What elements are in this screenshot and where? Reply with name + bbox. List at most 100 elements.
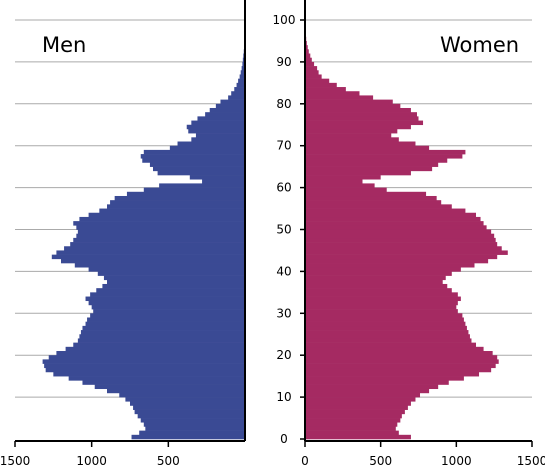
tick-labels: 1500 1000 500 0 500 1000 1500 0 10 20 30 40 50 60 70 80… (0, 13, 545, 468)
women-bar-age-1 (305, 430, 399, 436)
women-bar-age-24 (305, 334, 470, 339)
women-bar-age-62 (305, 175, 381, 180)
women-bar-age-12 (305, 384, 439, 390)
women-bar-age-48 (305, 233, 495, 239)
women-bar-age-14 (305, 376, 464, 381)
men-bar-age-6 (134, 409, 245, 415)
women-bar-age-71 (305, 137, 399, 142)
men-bar-age-5 (137, 413, 245, 419)
women-bar-age-81 (305, 95, 374, 100)
men-bar-age-10 (119, 392, 245, 398)
women-bar-age-90 (305, 57, 312, 63)
women-bars (305, 15, 508, 440)
women-bar-age-44 (305, 250, 508, 255)
women-bar-age-51 (305, 221, 484, 226)
men-bar-age-64 (153, 166, 245, 172)
x-tick-label-women-500: 500 (369, 454, 392, 468)
men-bar-age-55 (107, 204, 245, 209)
men-bar-age-52 (79, 216, 246, 222)
women-bar-age-84 (305, 82, 337, 88)
women-bar-age-11 (305, 388, 430, 394)
age-tick-label-70: 70 (276, 139, 291, 153)
men-bar-age-46 (70, 242, 245, 247)
men-bar-age-32 (88, 300, 245, 306)
men-bars (42, 15, 246, 440)
women-bar-age-37 (305, 279, 443, 285)
men-bar-age-71 (191, 137, 245, 142)
men-bar-age-43 (51, 254, 245, 260)
women-bar-age-28 (305, 317, 464, 322)
men-bar-age-18 (42, 359, 245, 364)
women-bar-age-4 (305, 418, 401, 423)
x-tick-label-women-0: 0 (301, 454, 309, 468)
women-bar-age-7 (305, 405, 408, 410)
men-bar-age-40 (88, 267, 245, 272)
women-bar-age-88 (305, 66, 318, 71)
men-bar-age-21 (65, 346, 245, 352)
men-bar-age-19 (48, 355, 245, 360)
women-bar-age-92 (305, 49, 309, 54)
women-bar-age-75 (305, 120, 424, 126)
women-bar-age-21 (305, 346, 484, 352)
men-bar-age-8 (130, 401, 245, 406)
women-bar-age-49 (305, 229, 492, 234)
men-bar-age-56 (110, 200, 245, 205)
women-bar-age-70 (305, 141, 416, 146)
women-bar-age-31 (305, 304, 457, 310)
women-bar-age-27 (305, 321, 466, 327)
women-bar-age-93 (305, 45, 308, 50)
men-bar-age-88 (241, 66, 245, 71)
women-bar-age-64 (305, 166, 433, 172)
women-bar-age-29 (305, 313, 463, 318)
men-bar-age-0 (131, 434, 245, 440)
women-bar-age-68 (305, 149, 466, 155)
women-bar-age-52 (305, 216, 481, 222)
men-bar-age-73 (188, 128, 245, 134)
men-bar-age-11 (107, 388, 245, 394)
men-bar-age-79 (215, 103, 245, 109)
x-tick-label-men-1000: 1000 (76, 454, 107, 468)
men-bar-age-33 (85, 296, 246, 302)
x-tick-label-women-1500: 1500 (517, 454, 545, 468)
men-bar-age-75 (191, 120, 245, 126)
men-bar-age-67 (140, 154, 245, 159)
women-bar-age-66 (305, 158, 448, 163)
women-bar-age-60 (305, 183, 375, 188)
men-bar-age-45 (64, 246, 245, 251)
women-bar-age-26 (305, 325, 467, 331)
men-bar-age-25 (80, 330, 245, 335)
men-bar-age-51 (73, 221, 246, 226)
men-bar-age-57 (114, 195, 246, 201)
women-bar-age-0 (305, 434, 411, 440)
men-bar-age-65 (149, 162, 245, 167)
women-bar-age-9 (305, 397, 416, 402)
men-bar-age-14 (68, 376, 246, 381)
women-bar-age-54 (305, 208, 466, 214)
women-bar-age-23 (305, 338, 472, 343)
women-bar-age-43 (305, 254, 498, 260)
men-bar-age-17 (44, 363, 246, 369)
women-bar-age-38 (305, 275, 446, 281)
women-bar-age-77 (305, 112, 417, 117)
men-bar-age-20 (56, 351, 246, 356)
women-bar-age-3 (305, 422, 398, 427)
men-bar-age-39 (97, 271, 245, 276)
men-bar-age-62 (189, 175, 245, 180)
women-bar-age-87 (305, 70, 319, 75)
men-bar-age-60 (159, 183, 245, 188)
women-bar-age-57 (305, 195, 437, 201)
men-bar-age-50 (76, 225, 245, 230)
women-bar-age-80 (305, 99, 393, 105)
men-bar-age-85 (238, 78, 245, 84)
women-bar-age-34 (305, 292, 458, 297)
women-bar-age-53 (305, 212, 477, 218)
women-bar-age-76 (305, 116, 419, 121)
men-bar-age-63 (157, 170, 245, 176)
age-tick-label-80: 80 (276, 97, 291, 111)
axes (14, 0, 533, 447)
men-bar-age-58 (126, 191, 245, 197)
women-bar-age-65 (305, 162, 439, 167)
women-bar-age-72 (305, 133, 392, 138)
men-bar-age-35 (96, 288, 246, 293)
